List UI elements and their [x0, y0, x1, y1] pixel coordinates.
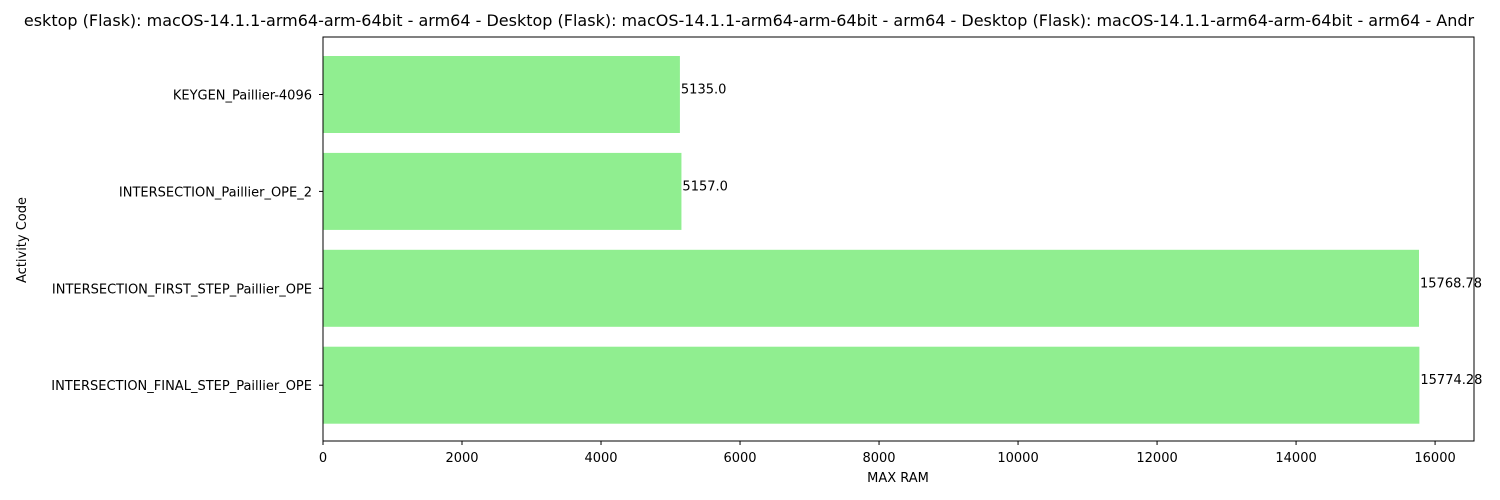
bars-group: [323, 56, 1420, 424]
bar-value-label: 5157.0: [682, 179, 728, 194]
bar-value-label: 5135.0: [681, 83, 727, 98]
chart-title: esktop (Flask): macOS-14.1.1-arm64-arm-6…: [24, 11, 1475, 30]
x-tick-label: 2000: [445, 451, 478, 466]
x-tick-label: 6000: [723, 451, 756, 466]
x-tick-label: 4000: [584, 451, 617, 466]
y-tick-label: INTERSECTION_FIRST_STEP_Paillier_OPE: [52, 282, 312, 297]
y-axis-ticks: KEYGEN_Paillier-4096 INTERSECTION_Paillie…: [51, 89, 323, 394]
plot-frame: [322, 36, 1475, 442]
y-tick-label: KEYGEN_Paillier-4096: [173, 89, 312, 104]
bar-4: [323, 346, 1420, 424]
x-tick-label: 16000: [1414, 451, 1455, 466]
x-tick-label: 14000: [1275, 451, 1316, 466]
x-tick-label: 10000: [997, 451, 1038, 466]
bar-value-label: 15768.78: [1420, 276, 1482, 291]
bar-1: [323, 56, 680, 133]
bar-3: [323, 249, 1420, 327]
value-labels-group: 5135.0 5157.0 15768.78 15774.28: [681, 83, 1483, 389]
bar-2: [323, 152, 682, 230]
y-tick-label: INTERSECTION_FINAL_STEP_Paillier_OPE: [51, 379, 312, 394]
x-axis-label: MAX RAM: [867, 471, 929, 486]
x-tick-label: 0: [319, 451, 327, 466]
x-tick-label: 12000: [1136, 451, 1177, 466]
x-tick-label: 8000: [862, 451, 895, 466]
x-axis-ticks: 0 2000 4000 6000 8000 10000 12000 14000 16000: [319, 441, 1456, 466]
y-tick-label: INTERSECTION_Paillier_OPE_2: [119, 185, 312, 200]
y-axis-label: Activity Code: [15, 197, 30, 283]
bar-value-label: 15774.28: [1420, 373, 1482, 388]
